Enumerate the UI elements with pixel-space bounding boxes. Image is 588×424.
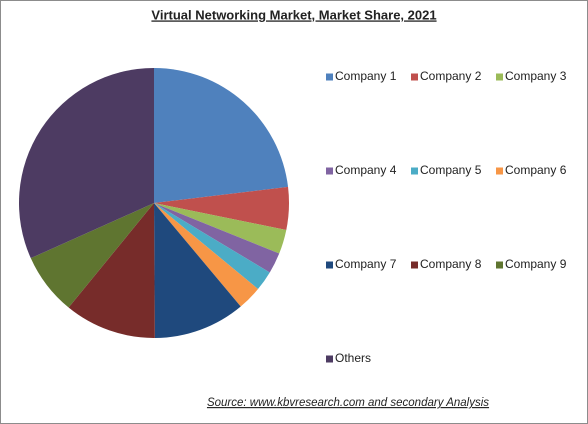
- legend-swatch: [326, 73, 333, 81]
- legend-swatch: [326, 355, 333, 363]
- legend-label: Company 4: [335, 163, 397, 177]
- pie-slice: [154, 68, 289, 203]
- pie-slice: [154, 203, 287, 254]
- pie-slice: [154, 203, 270, 290]
- pie-slice: [18, 68, 154, 259]
- source-note: Source: www.kbvresearch.com and secondar…: [207, 397, 489, 409]
- legend-swatch: [326, 167, 333, 175]
- legend-swatch: [326, 261, 333, 269]
- legend-label: Others: [335, 351, 371, 365]
- legend-swatch: [496, 167, 503, 175]
- pie-slice: [154, 203, 280, 273]
- legend-label: Company 5: [420, 163, 482, 177]
- chart-title: Virtual Networking Market, Market Share,…: [151, 7, 436, 22]
- pie-slice: [154, 203, 259, 307]
- legend-swatch: [496, 261, 503, 269]
- legend-label: Company 2: [420, 69, 482, 83]
- pie-slice: [68, 203, 155, 339]
- legend-label: Company 1: [335, 69, 397, 83]
- pie-slice: [154, 186, 289, 230]
- legend-label: Company 3: [505, 69, 567, 83]
- legend-swatch: [411, 167, 418, 175]
- legend-swatch: [411, 73, 418, 81]
- legend-swatch: [411, 261, 418, 269]
- pie-slice: [154, 203, 241, 338]
- legend-swatch: [496, 73, 503, 81]
- legend-label: Company 9: [505, 257, 567, 271]
- legend-label: Company 8: [420, 257, 482, 271]
- legend-label: Company 6: [505, 163, 567, 177]
- pie-slice: [30, 203, 154, 308]
- legend-label: Company 7: [335, 257, 397, 271]
